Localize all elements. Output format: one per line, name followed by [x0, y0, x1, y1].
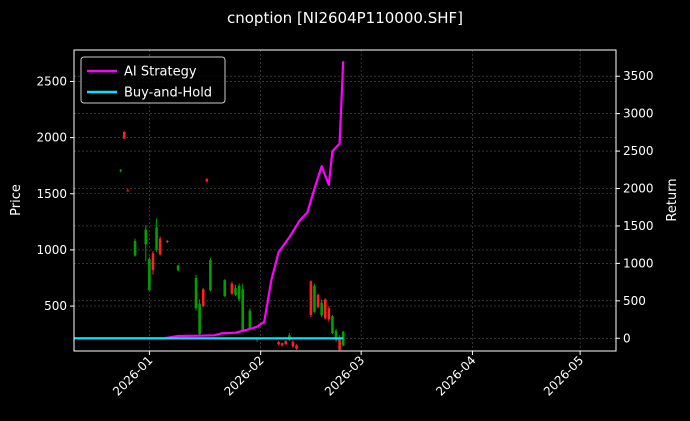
candle-body [277, 342, 280, 345]
y-left-tick-label: 2000 [36, 131, 67, 145]
y-right-tick-label: 1000 [623, 256, 654, 270]
candle-body [151, 253, 155, 271]
y-right-tick-label: 3000 [623, 107, 654, 121]
y-right-tick-label: 500 [623, 294, 646, 308]
candle-body [320, 302, 323, 316]
series-line [74, 61, 345, 340]
y-left-tick-label: 2500 [36, 74, 67, 88]
chart-title: cnoption [NI2604P110000.SHF] [227, 9, 463, 27]
candle-body [234, 288, 237, 295]
candle-body [166, 240, 169, 243]
candle-body [201, 289, 205, 307]
candle-body [148, 258, 151, 291]
candle-body [144, 229, 148, 245]
candle-body [122, 131, 126, 139]
y-axis-right-label: Return [665, 178, 680, 221]
candle-body [119, 170, 122, 172]
candle-body [223, 280, 227, 296]
candle-body [230, 283, 234, 294]
candle-body [334, 330, 338, 340]
y-right-tick-label: 3500 [623, 69, 654, 83]
candle-body [194, 277, 198, 309]
candle-body [295, 345, 298, 349]
candle-body [205, 179, 209, 182]
candle-body [323, 299, 327, 319]
candle-body [237, 285, 241, 300]
candle-body [309, 281, 313, 316]
candle-body [291, 342, 295, 347]
candle-body [341, 331, 345, 346]
candle-body [280, 343, 284, 346]
y-right-tick-label: 2500 [623, 144, 654, 158]
return-lines [74, 61, 345, 340]
candle-body [133, 240, 137, 256]
candle-body [126, 190, 130, 192]
candle-body [248, 310, 252, 329]
candle-body [198, 303, 201, 335]
y-right-tick-label: 0 [623, 331, 631, 345]
candle-body [327, 308, 331, 320]
legend-label: Buy-and-Hold [124, 86, 212, 101]
candle-body [176, 265, 180, 271]
legend-label: AI Strategy [124, 65, 197, 80]
candle-body [316, 294, 320, 308]
candle-body [241, 289, 245, 331]
y-axis-left: 500 1000 1500 2000 2500 [36, 74, 74, 313]
plot-frame [73, 49, 617, 352]
y-left-tick-label: 500 [44, 299, 67, 313]
candle-body [284, 340, 288, 345]
candle-body [209, 260, 212, 291]
candle-body [158, 238, 162, 255]
y-right-tick-label: 1500 [623, 219, 654, 233]
y-left-tick-label: 1500 [36, 187, 67, 201]
candle-body [338, 337, 341, 350]
y-right-tick-label: 2000 [623, 182, 654, 196]
y-axis-right: 0 500 1000 1500 2000 2500 3000 3500 [616, 69, 654, 345]
legend[interactable]: AI Strategy Buy-and-Hold [80, 56, 226, 104]
candle-body [155, 227, 158, 250]
y-axis-left-label: Price [9, 184, 24, 216]
y-left-tick-label: 1000 [36, 243, 67, 257]
candle-body [313, 285, 316, 312]
candle-body [331, 316, 334, 334]
